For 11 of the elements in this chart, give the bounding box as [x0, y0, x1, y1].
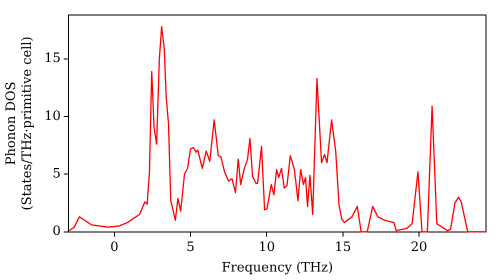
y-tick-label: 0: [52, 224, 61, 240]
y-tick-label: 10: [44, 108, 61, 124]
x-tick-label: 0: [110, 240, 119, 255]
x-axis-title: Frequency (THz): [222, 260, 334, 276]
y-tick-label: 5: [52, 166, 61, 182]
x-tick-label: 5: [186, 240, 195, 255]
y-tick-label: 15: [44, 51, 61, 66]
y-axis-title: Phonon DOS (States/THz·primitive cell): [4, 36, 35, 210]
x-tick-label: 15: [334, 240, 352, 255]
x-tick-label: 10: [258, 240, 275, 255]
x-tick-label: 20: [410, 240, 428, 255]
